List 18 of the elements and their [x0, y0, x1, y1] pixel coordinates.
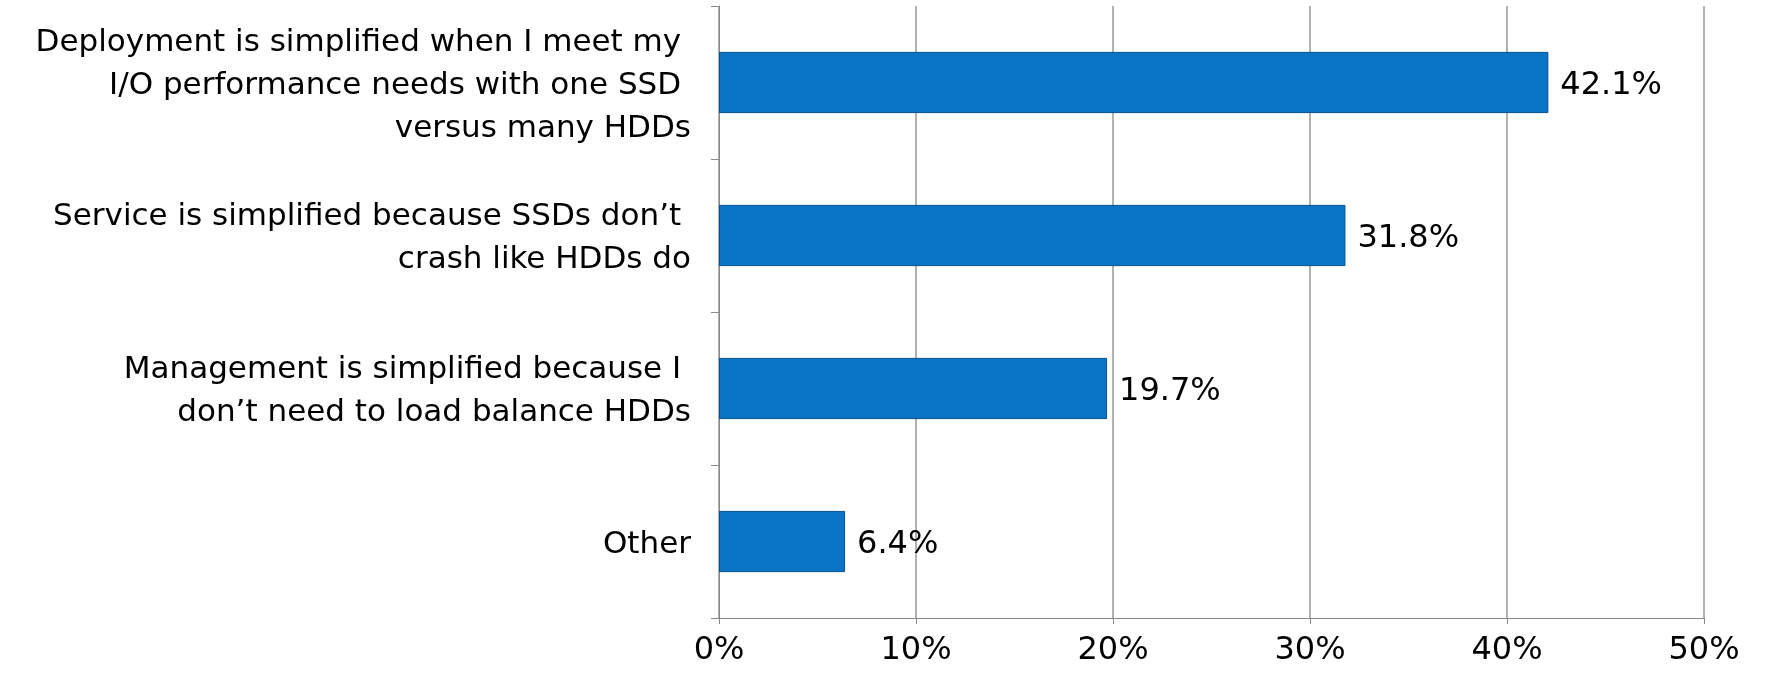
- data-label: 42.1%: [1560, 63, 1663, 102]
- data-label: 31.8%: [1357, 216, 1460, 255]
- bar: [719, 51, 1549, 114]
- y-tick-label: Management is simplified because I don’t need to load balance HDDs: [123, 349, 691, 428]
- data-label: 6.4%: [857, 522, 939, 561]
- x-tick-label: 50%: [1668, 629, 1740, 667]
- x-tick-label: 30%: [1274, 629, 1346, 667]
- bar: [719, 510, 846, 573]
- y-tick-label: Deployment is simplified when I meet my I/O performance needs with one SSD versus many HDDs: [35, 21, 691, 144]
- x-tick-label: 40%: [1471, 629, 1543, 667]
- data-label: 19.7%: [1119, 369, 1221, 408]
- x-tick-label: 0%: [693, 629, 745, 667]
- bar: [719, 204, 1346, 267]
- bar: [719, 357, 1108, 420]
- x-tick-label: 10%: [880, 629, 952, 667]
- y-tick-label: Service is simplified because SSDs don’t crash like HDDs do: [53, 196, 691, 275]
- y-tick-label: Other: [602, 523, 692, 560]
- x-tick-label: 20%: [1077, 629, 1149, 667]
